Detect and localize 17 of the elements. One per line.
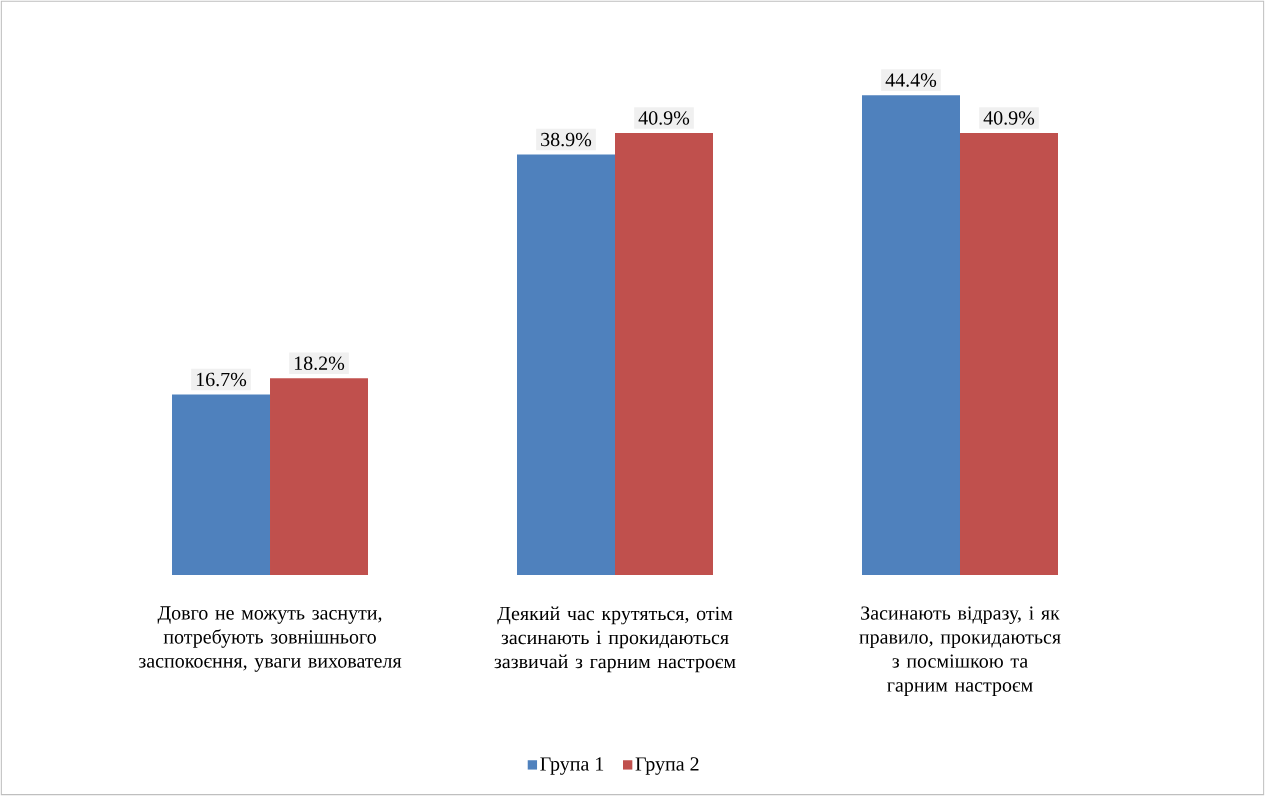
bar	[172, 394, 271, 575]
x-tick-label: Деякий час крутяться, отім засинають і прокидаються зазвичай з гарним настроєм	[494, 606, 736, 673]
bar	[615, 133, 713, 575]
x-tick-label: Довго не можуть заснути, потребують зовнішнього заспокоєння, уваги вихователя	[138, 606, 402, 672]
data-label: 44.4%	[885, 73, 937, 87]
data-label: 40.9%	[638, 111, 690, 125]
bar	[270, 378, 369, 575]
x-tick-label: Засинають відразу, і як правило, прокидаються з посмішкою та гарним настроєм	[859, 606, 1061, 696]
bar	[960, 133, 1058, 575]
legend-label: Група 2	[635, 757, 699, 775]
data-label: 16.7%	[196, 372, 247, 387]
data-label: 18.2%	[294, 356, 345, 371]
data-label: 38.9%	[541, 132, 592, 147]
data-label: 40.9%	[983, 111, 1035, 125]
bar	[862, 95, 960, 575]
legend-label: Група 1	[540, 757, 604, 775]
bar	[517, 154, 615, 575]
